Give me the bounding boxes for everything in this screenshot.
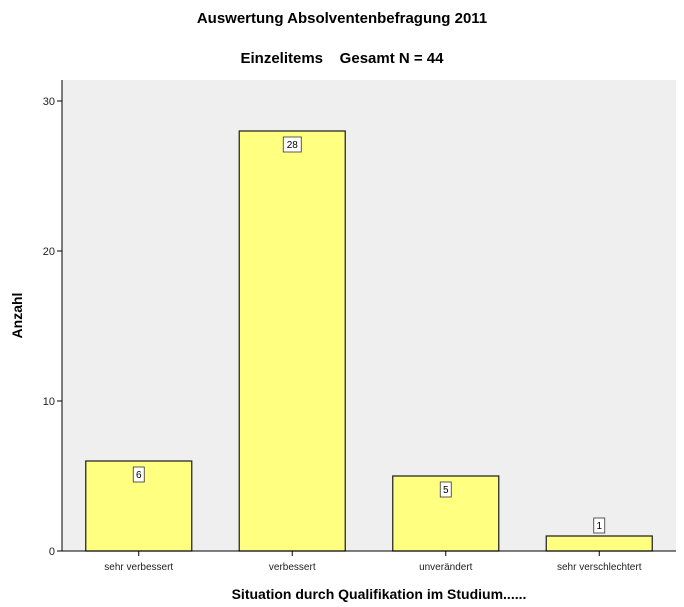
data-label: 1 xyxy=(596,521,602,532)
data-label-box xyxy=(282,136,302,153)
y-axis-title: Anzahl xyxy=(9,293,25,339)
bars-group: 6 28 5 1 xyxy=(85,130,653,552)
x-axis-title: Situation durch Qualifikation im Studium… xyxy=(232,586,527,602)
x-tick-label: unverändert xyxy=(419,562,473,573)
data-label-box xyxy=(439,481,452,498)
y-tick-label: 10 xyxy=(43,396,55,408)
y-ticks-group: 0 10 20 30 xyxy=(43,96,62,558)
x-ticks-group: sehr verbessert verbessert unverändert sehr… xyxy=(104,551,642,573)
y-tick-label: 30 xyxy=(43,96,55,108)
x-tick-label: verbessert xyxy=(269,562,316,573)
bar xyxy=(545,535,653,552)
y-tick-label: 20 xyxy=(43,246,55,258)
data-label: 28 xyxy=(287,140,299,151)
bar xyxy=(238,130,346,552)
y-tick-label: 0 xyxy=(49,546,55,558)
data-label-box xyxy=(593,517,606,534)
data-label: 6 xyxy=(136,470,142,481)
chart-subtitle: Einzelitems Gesamt N = 44 xyxy=(240,50,444,67)
x-tick-label: sehr verschlechtert xyxy=(557,562,642,573)
chart-title: Auswertung Absolventenbefragung 2011 xyxy=(196,10,488,27)
x-tick-label: sehr verbessert xyxy=(104,562,173,573)
data-label-box xyxy=(132,466,145,483)
data-label: 5 xyxy=(443,485,449,496)
